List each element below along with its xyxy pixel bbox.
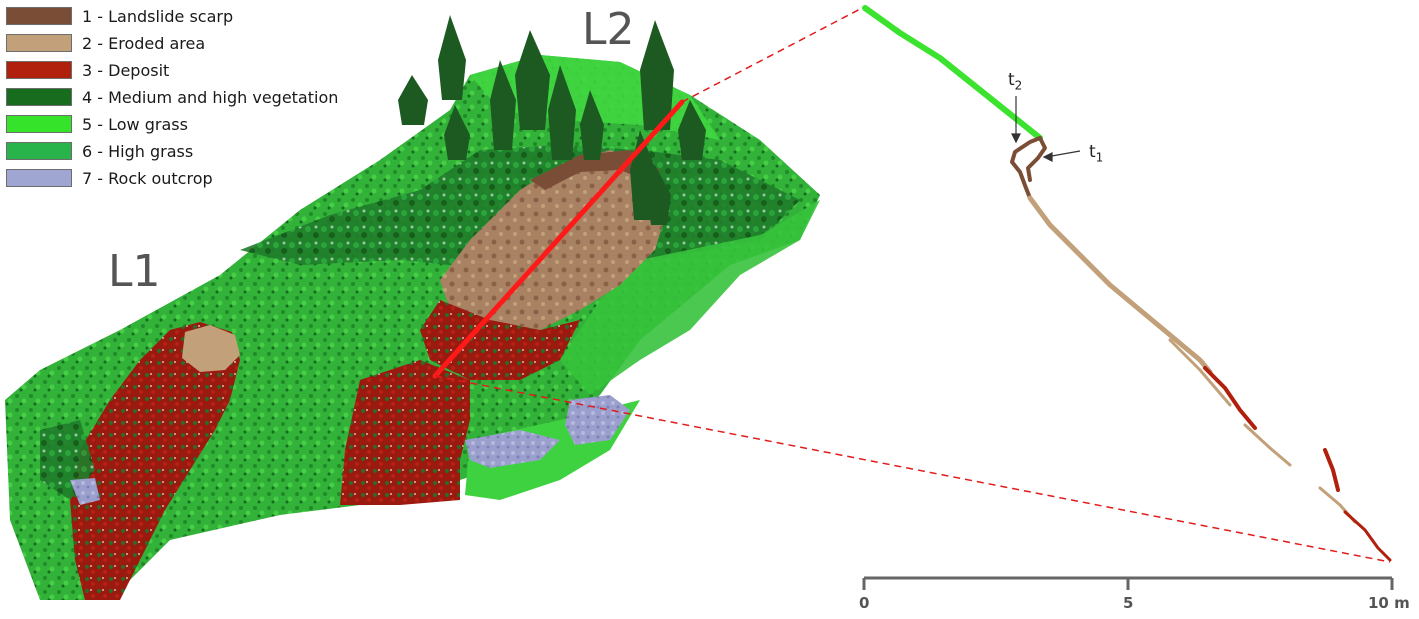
legend-item-medium-high-vegetation: 4 - Medium and high vegetation bbox=[6, 87, 338, 107]
profile-eroded bbox=[1027, 195, 1213, 375]
t2-subscript: 2 bbox=[1014, 78, 1023, 93]
landslide-label-l2: L2 bbox=[582, 4, 635, 55]
t1-arrow-head bbox=[1042, 152, 1053, 162]
legend-label: 7 - Rock outcrop bbox=[82, 168, 213, 188]
profile-eroded-2 bbox=[1168, 338, 1232, 407]
legend-item-high-grass: 6 - High grass bbox=[6, 141, 193, 161]
legend-item-eroded-area: 2 - Eroded area bbox=[6, 33, 205, 53]
l1-eroded bbox=[182, 325, 240, 372]
legend-swatch bbox=[6, 142, 72, 160]
t2-arrow-head bbox=[1011, 133, 1021, 144]
profile-scarp-t1 bbox=[1026, 136, 1047, 182]
landslide-label-l1: L1 bbox=[108, 246, 161, 297]
projection-line-top bbox=[681, 6, 865, 103]
projection-line-bottom bbox=[434, 375, 1391, 563]
legend-swatch bbox=[6, 169, 72, 187]
l1-rock bbox=[70, 478, 100, 505]
profile-eroded-3 bbox=[1243, 423, 1292, 467]
section-line bbox=[432, 99, 685, 379]
legend-label: 3 - Deposit bbox=[82, 60, 170, 80]
legend-label: 5 - Low grass bbox=[82, 114, 188, 134]
scale-label-0: 0 bbox=[859, 594, 870, 612]
l2-deposit-upper bbox=[420, 300, 580, 380]
profile-deposit-a bbox=[1203, 366, 1257, 430]
profile-deposit-c bbox=[1343, 510, 1392, 562]
profile-deposit-b bbox=[1323, 448, 1340, 492]
l2-rock-a bbox=[465, 430, 560, 468]
legend-label: 4 - Medium and high vegetation bbox=[82, 87, 339, 107]
legend-label: 1 - Landslide scarp bbox=[82, 6, 234, 26]
tree-cluster bbox=[398, 15, 706, 225]
legend-swatch bbox=[6, 34, 72, 52]
t1-base: t bbox=[1089, 142, 1096, 162]
profile-low-grass bbox=[862, 5, 1043, 141]
t1-annotation: t1 bbox=[1089, 142, 1103, 164]
legend-label: 2 - Eroded area bbox=[82, 33, 206, 53]
annotation-arrows bbox=[1011, 96, 1081, 162]
point-cloud-map bbox=[5, 15, 820, 600]
legend-item-rock-outcrop: 7 - Rock outcrop bbox=[6, 168, 213, 188]
legend-swatch bbox=[6, 115, 72, 133]
legend-label: 6 - High grass bbox=[82, 141, 194, 161]
legend-swatch bbox=[6, 61, 72, 79]
projection-lines bbox=[434, 6, 1391, 563]
right-grass-slope bbox=[560, 200, 820, 395]
legend-item-landslide-scarp: 1 - Landslide scarp bbox=[6, 6, 233, 26]
t2-annotation: t2 bbox=[1008, 70, 1022, 92]
l1-deposit bbox=[70, 322, 240, 600]
scale-bar bbox=[862, 576, 1394, 590]
scale-label-10m: 10 m bbox=[1368, 594, 1410, 612]
legend-swatch bbox=[6, 7, 72, 25]
l2-rock-b bbox=[565, 395, 630, 445]
cross-section-profile bbox=[862, 5, 1392, 562]
t2-base: t bbox=[1008, 70, 1015, 90]
profile-scarp-t2 bbox=[1010, 136, 1042, 200]
legend-item-deposit: 3 - Deposit bbox=[6, 60, 169, 80]
t1-subscript: 1 bbox=[1095, 150, 1104, 165]
scale-label-5: 5 bbox=[1123, 594, 1134, 612]
l2-deposit-lower bbox=[340, 360, 470, 505]
legend-item-low-grass: 5 - Low grass bbox=[6, 114, 188, 134]
legend-swatch bbox=[6, 88, 72, 106]
